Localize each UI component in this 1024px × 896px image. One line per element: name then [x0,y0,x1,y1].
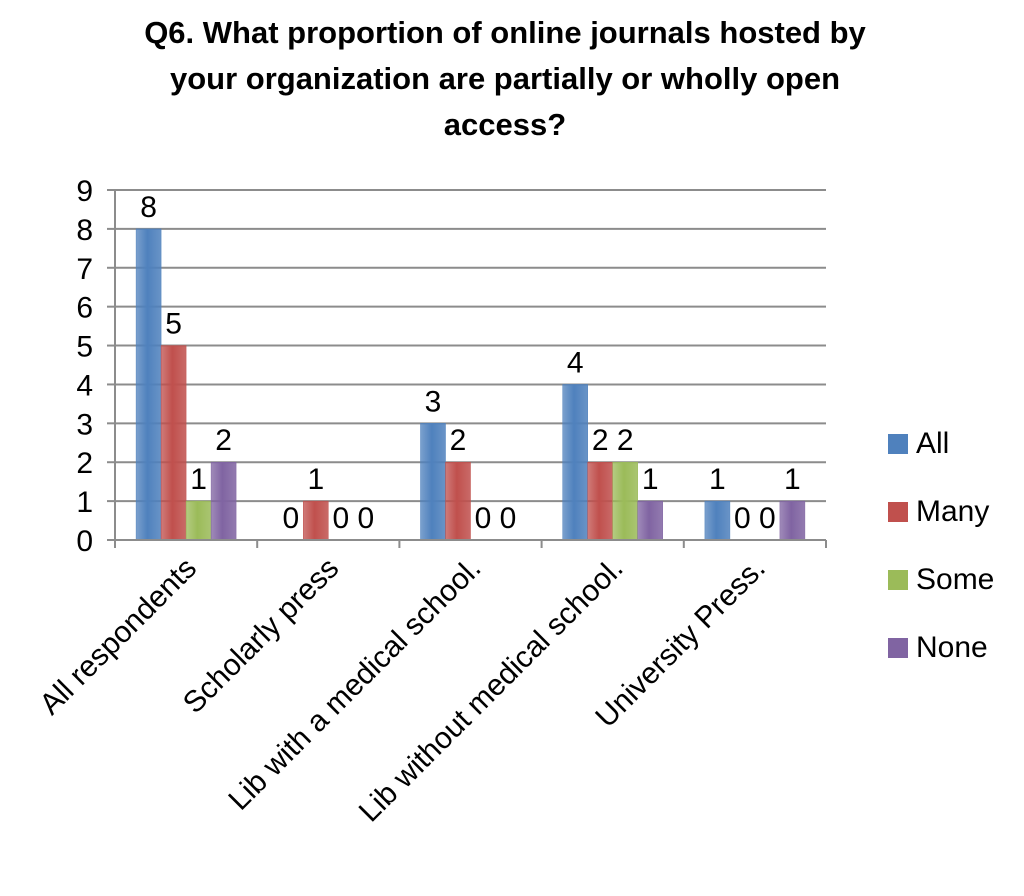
data-label: 5 [165,308,182,341]
bar-many [303,500,329,541]
legend-label: Some [916,563,995,596]
y-tick-label: 7 [76,253,93,286]
data-label: 2 [592,424,609,457]
legend-label: None [916,631,988,664]
x-tick-label: Lib with a medical school. [222,552,487,817]
legend-swatch [888,434,908,454]
bar-none [210,461,237,541]
data-label: 1 [709,463,726,496]
bar-all [704,500,731,541]
legend-label: Many [916,495,990,528]
y-tick-labels: 0 1 2 3 4 5 6 7 8 9 [76,175,93,558]
bar-none [779,500,806,541]
data-label: 0 [734,502,751,535]
data-label: 2 [450,424,467,457]
y-tick-label: 9 [76,175,93,208]
bar-many [445,461,471,541]
y-tick-label: 4 [76,369,93,402]
data-label: 0 [282,502,299,535]
legend-swatch [888,570,908,590]
bar-all [135,228,162,541]
data-label: 1 [190,463,207,496]
x-tick-label: Lib without medical school. [353,552,630,829]
y-tick-label: 1 [76,486,93,519]
legend: All Many Some None [888,410,994,682]
data-label: 0 [357,502,374,535]
y-tick-label: 0 [76,525,93,558]
legend-item: Many [888,478,994,546]
bar-many [587,461,613,541]
data-label: 2 [215,424,232,457]
y-tick-label: 2 [76,447,93,480]
data-label: 4 [567,346,584,379]
data-label: 8 [140,191,157,224]
data-label: 0 [759,502,776,535]
legend-label: All [916,427,950,460]
axes [107,189,827,548]
data-label: 1 [784,463,801,496]
legend-swatch [888,502,908,522]
data-label: 0 [475,502,492,535]
bars [135,228,806,541]
bar-none [637,500,663,541]
data-label: 2 [617,424,634,457]
data-label: 3 [425,385,442,418]
data-label: 0 [332,502,349,535]
legend-item: All [888,410,994,478]
data-label: 1 [642,463,659,496]
data-label: 0 [500,502,517,535]
y-tick-label: 6 [76,292,93,325]
chart-title: Q6. What proportion of online journals h… [144,15,866,142]
legend-swatch [888,638,908,658]
bar-some [185,500,212,541]
bar-all [562,384,588,541]
legend-item: Some [888,546,994,614]
legend-item: None [888,614,994,682]
bar-many [160,345,187,541]
y-tick-label: 8 [76,214,93,247]
y-tick-label: 5 [76,331,93,364]
data-label: 1 [307,463,324,496]
y-tick-label: 3 [76,408,93,441]
bar-some [612,461,638,541]
bar-all [420,423,446,541]
